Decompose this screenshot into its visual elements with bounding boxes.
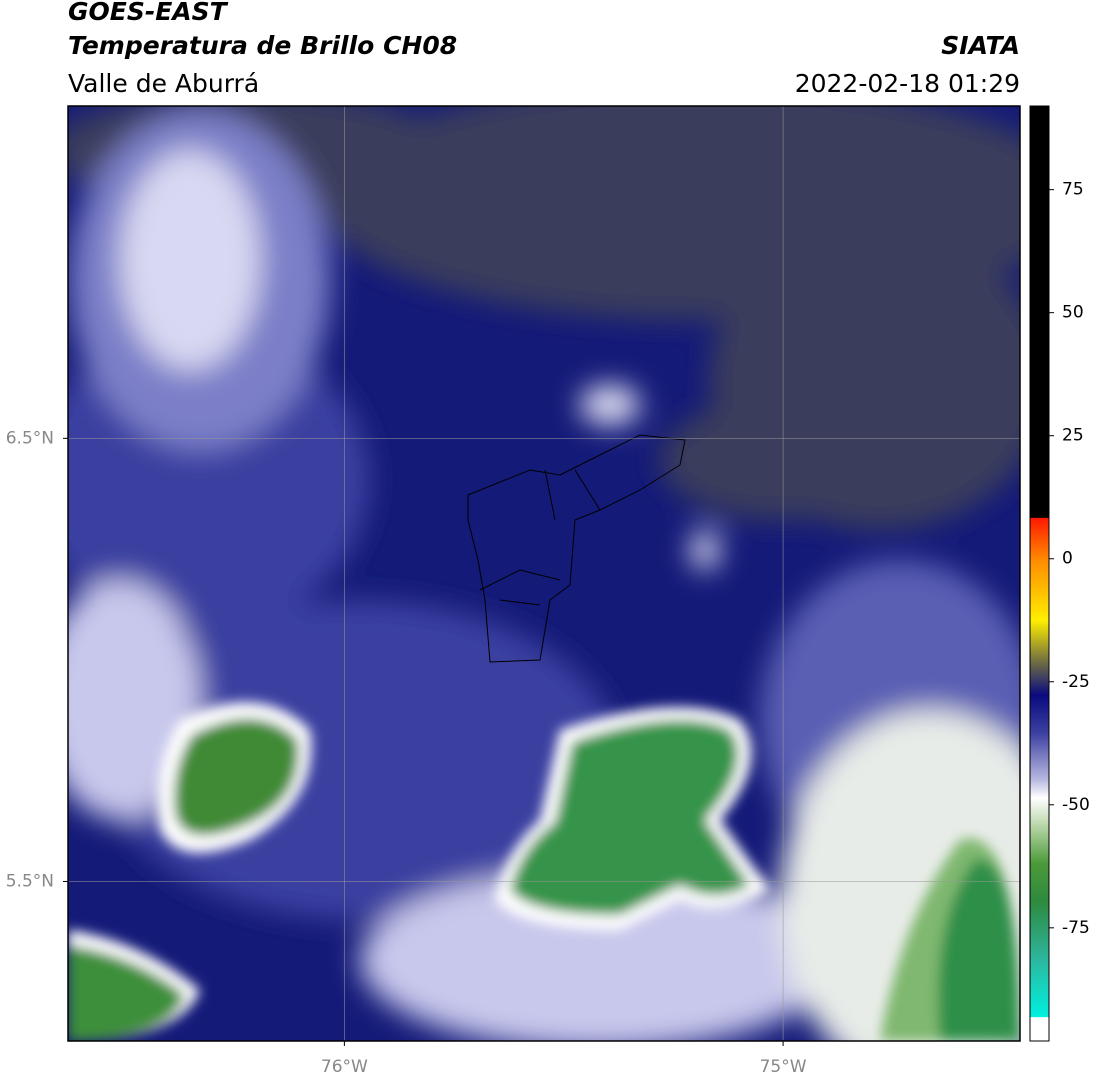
colorbar-tick-label: 50 [1062,303,1084,323]
colorbar [1029,105,1050,1042]
title: GOES-EAST [68,0,229,26]
colorbar-tick-label: -75 [1062,918,1090,938]
source: SIATA [941,31,1020,60]
region: Valle de Aburrá [68,69,259,98]
x-tick-label: 76°W [321,1057,368,1077]
colorbar-tick-label: -25 [1062,672,1090,692]
y-tick-label: 5.5°N [6,871,54,891]
colorbar-tick-label: 75 [1062,180,1084,200]
x-tick-label: 75°W [760,1057,807,1077]
satellite-image [68,106,1020,1041]
subtitle: Temperatura de Brillo CH08 [68,31,457,60]
map-frame [67,105,1021,1042]
colorbar-tick-label: 25 [1062,426,1084,446]
datetime: 2022-02-18 01:29 [795,69,1020,98]
colorbar-tick-label: -50 [1062,795,1090,815]
y-tick-label: 6.5°N [6,428,54,448]
colorbar-tick-label: 0 [1062,549,1073,569]
